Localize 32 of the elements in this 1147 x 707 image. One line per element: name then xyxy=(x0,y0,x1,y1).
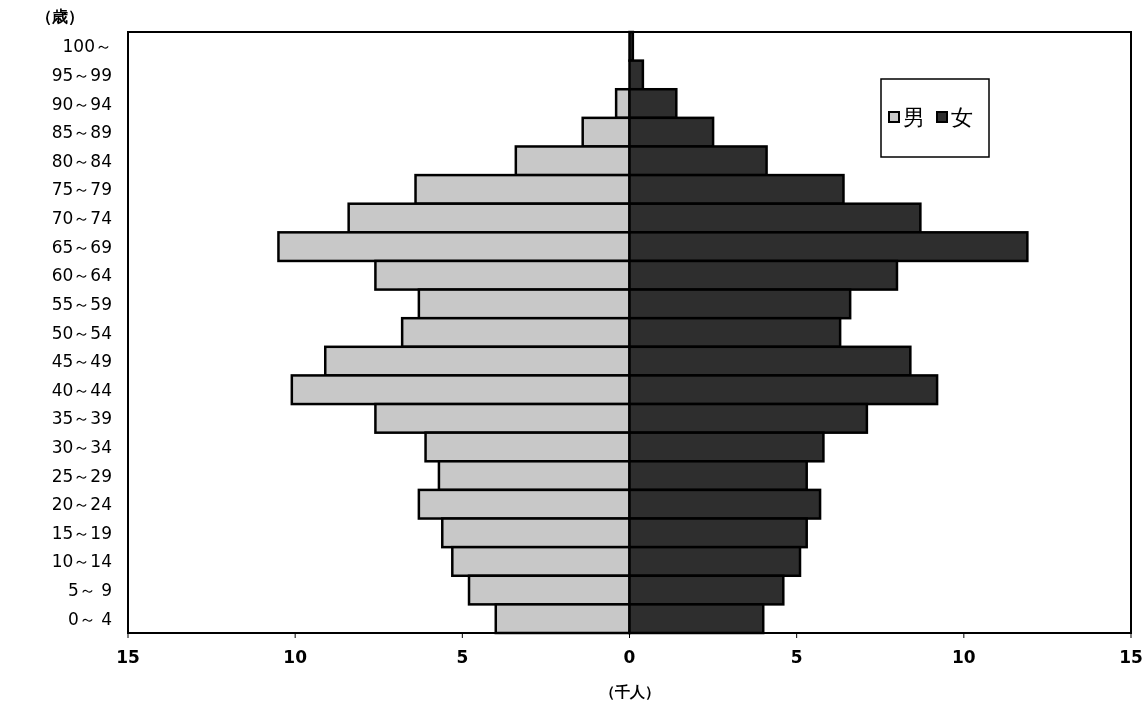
y-tick-label: 70～74 xyxy=(51,208,112,229)
x-tick-label: 0 xyxy=(623,647,636,667)
y-tick-label: 60～64 xyxy=(51,265,112,286)
y-tick-label: 65～69 xyxy=(51,236,112,257)
y-tick-label: 75～79 xyxy=(51,179,112,200)
y-tick-label: 0～ 4 xyxy=(67,608,112,629)
y-tick-label: 55～59 xyxy=(51,293,112,314)
y-tick-label: 5～ 9 xyxy=(67,580,112,601)
y-tick-label: 30～34 xyxy=(51,436,112,457)
y-tick-label: 15～19 xyxy=(51,522,112,543)
y-tick-label: 20～24 xyxy=(51,494,112,515)
x-tick-label: 10 xyxy=(952,647,976,667)
x-axis-title: （千人） xyxy=(599,683,660,701)
x-tick-label: 15 xyxy=(1119,647,1143,667)
y-axis-title: （歳） xyxy=(36,7,84,26)
x-tick-label: 10 xyxy=(283,647,308,667)
legend-label: 男 xyxy=(903,105,925,130)
y-tick-label: 45～49 xyxy=(51,351,112,372)
x-tick-label: 5 xyxy=(456,647,469,667)
y-tick-label: 80～84 xyxy=(51,150,112,171)
x-tick-label: 5 xyxy=(790,647,803,667)
y-tick-label: 85～89 xyxy=(51,122,112,143)
legend-label: 女 xyxy=(951,105,973,130)
y-tick-label: 25～29 xyxy=(51,465,112,486)
y-tick-label: 50～54 xyxy=(51,322,112,343)
y-tick-label: 35～39 xyxy=(51,408,112,429)
x-tick-label: 15 xyxy=(116,647,140,667)
y-tick-label: 100～ xyxy=(62,36,112,57)
y-tick-label: 95～99 xyxy=(51,64,112,85)
y-tick-label: 90～94 xyxy=(51,93,112,114)
y-tick-label: 10～14 xyxy=(51,551,112,572)
y-tick-label: 40～44 xyxy=(51,379,112,400)
